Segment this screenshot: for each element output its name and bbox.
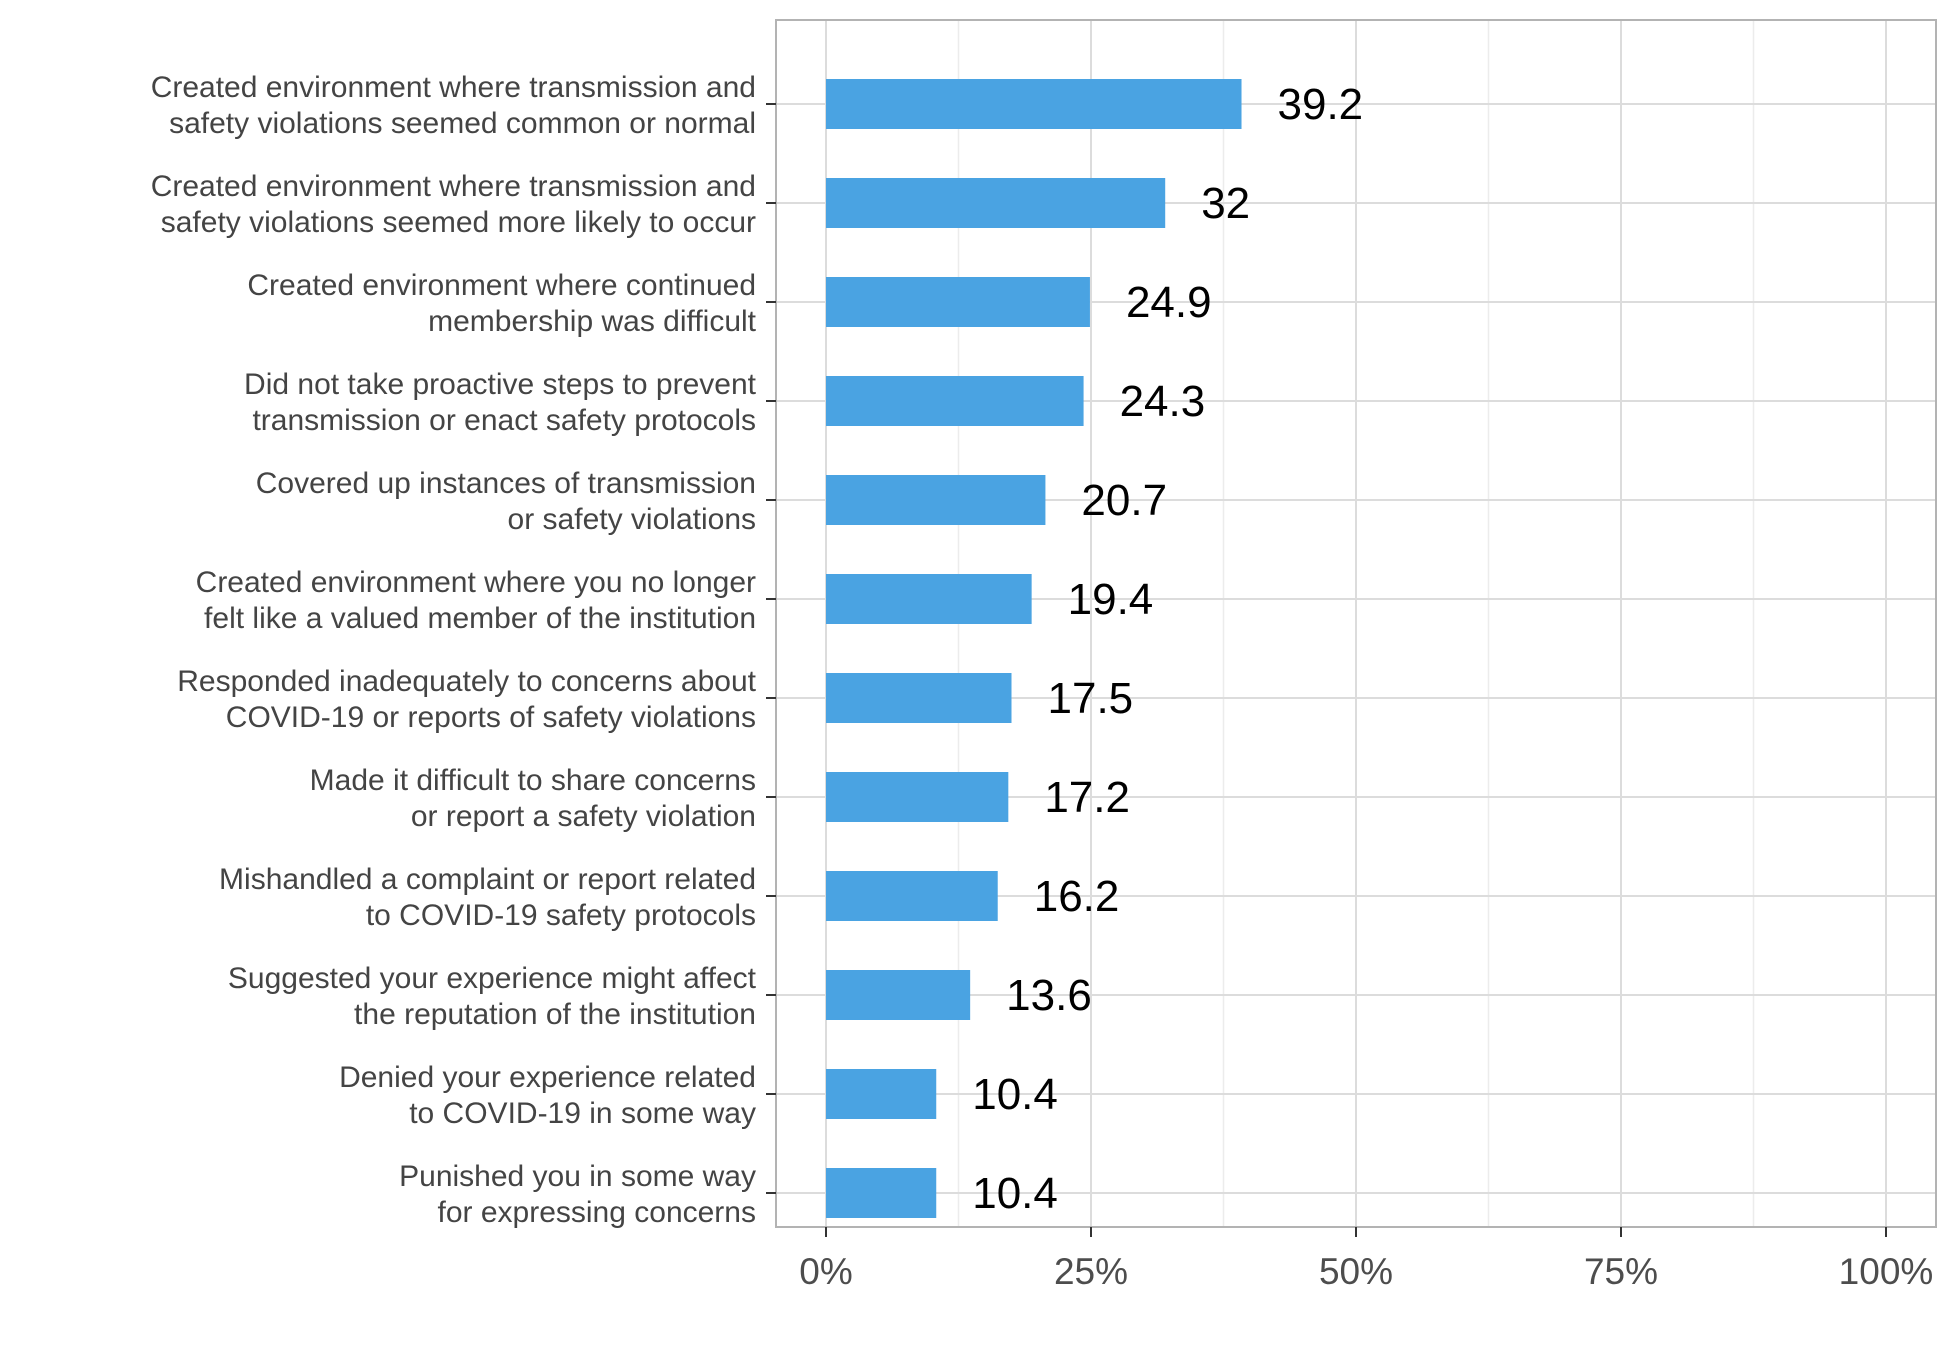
category-label-line: COVID-19 or reports of safety violations <box>226 701 756 734</box>
category-label-line: Made it difficult to share concerns <box>310 764 756 797</box>
category-label-line: or safety violations <box>508 503 756 536</box>
category-label-line: Covered up instances of transmission <box>256 467 756 500</box>
category-label-line: membership was difficult <box>428 305 757 338</box>
x-tick-label: 75% <box>1584 1251 1658 1292</box>
category-label-line: or report a safety violation <box>411 800 756 833</box>
data-label: 19.4 <box>1068 575 1154 624</box>
bar <box>826 673 1012 723</box>
category-label-line: safety violations seemed more likely to … <box>161 206 756 239</box>
bars <box>826 79 1242 1218</box>
category-label: Covered up instances of transmission or s… <box>256 467 756 536</box>
category-label: Mishandled a complaint or report related… <box>219 863 756 932</box>
category-label-line: Punished you in some way <box>399 1160 756 1193</box>
bar <box>826 376 1084 426</box>
bar <box>826 574 1032 624</box>
bar <box>826 178 1166 228</box>
value-labels: 39.2 32 24.9 24.3 20.7 19.4 17.5 17.2 16.2 13.6 10… <box>972 80 1363 1218</box>
category-label-line: the reputation of the institution <box>354 998 756 1031</box>
category-label-line: Denied your experience related <box>339 1061 756 1094</box>
x-tick-label: 50% <box>1319 1251 1393 1292</box>
bar <box>826 1168 937 1218</box>
bar <box>826 277 1090 327</box>
data-label: 32 <box>1201 179 1250 228</box>
bar <box>826 475 1046 525</box>
data-label: 10.4 <box>972 1169 1058 1218</box>
x-tick-labels: 0% 25% 50% 75% 100% <box>799 1251 1933 1292</box>
category-label: Made it difficult to share concerns or re… <box>310 764 756 833</box>
data-label: 24.3 <box>1120 377 1206 426</box>
x-ticks <box>825 1227 1887 1237</box>
category-label-line: Created environment where transmission a… <box>151 71 756 104</box>
x-tick-label: 100% <box>1839 1251 1934 1292</box>
data-label: 17.2 <box>1044 773 1130 822</box>
category-label-line: for expressing concerns <box>438 1196 757 1229</box>
category-label: Created environment where transmission a… <box>151 170 756 239</box>
x-tick-label: 25% <box>1054 1251 1128 1292</box>
bar <box>826 772 1009 822</box>
x-tick-label: 0% <box>799 1251 852 1292</box>
category-label: Punished you in some way for expressing c… <box>399 1160 756 1229</box>
category-label-line: Mishandled a complaint or report related <box>219 863 756 896</box>
category-labels: Created environment where transmission a… <box>151 71 757 1229</box>
data-label: 16.2 <box>1034 872 1120 921</box>
data-label: 17.5 <box>1048 674 1134 723</box>
bar <box>826 970 971 1020</box>
category-label-line: safety violations seemed common or norma… <box>169 107 756 140</box>
bar <box>826 79 1242 129</box>
category-label: Denied your experience related to COVID-1… <box>339 1061 756 1130</box>
category-label-line: Created environment where transmission a… <box>151 170 756 203</box>
category-label-line: Did not take proactive steps to prevent <box>244 368 757 401</box>
category-label-line: transmission or enact safety protocols <box>252 404 756 437</box>
category-label: Created environment where you no longer f… <box>196 566 756 635</box>
category-label-line: Suggested your experience might affect <box>228 962 757 995</box>
category-label: Created environment where continued membe… <box>247 269 756 338</box>
category-label-line: to COVID-19 safety protocols <box>366 899 756 932</box>
data-label: 20.7 <box>1081 476 1167 525</box>
category-label: Responded inadequately to concerns about… <box>177 665 756 734</box>
data-label: 10.4 <box>972 1070 1058 1119</box>
y-ticks <box>766 103 776 1194</box>
bar <box>826 871 998 921</box>
category-label-line: felt like a valued member of the institu… <box>204 602 756 635</box>
grid <box>776 20 1936 1227</box>
bar <box>826 1069 937 1119</box>
category-label-line: Responded inadequately to concerns about <box>177 665 756 698</box>
category-label-line: to COVID-19 in some way <box>409 1097 756 1130</box>
category-label-line: Created environment where you no longer <box>196 566 756 599</box>
category-label: Created environment where transmission a… <box>151 71 756 140</box>
data-label: 24.9 <box>1126 278 1212 327</box>
category-label: Did not take proactive steps to prevent t… <box>244 368 757 437</box>
category-label-line: Created environment where continued <box>247 269 756 302</box>
data-label: 39.2 <box>1278 80 1364 129</box>
category-label: Suggested your experience might affect th… <box>228 962 757 1031</box>
data-label: 13.6 <box>1006 971 1092 1020</box>
